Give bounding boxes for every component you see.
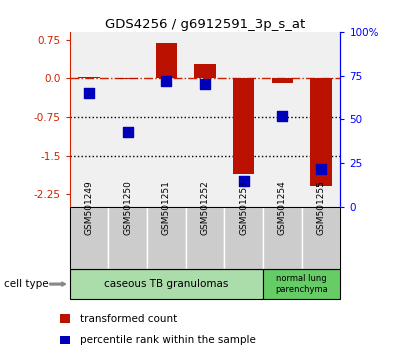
Bar (194, 64, 216, 78)
Bar (272, 78, 293, 84)
Bar (310, 78, 332, 187)
Text: GSM501255: GSM501255 (316, 179, 326, 234)
Bar (233, 78, 254, 173)
Point (279, 113, 285, 119)
Text: caseous TB granulomas: caseous TB granulomas (104, 279, 228, 289)
Text: GSM501251: GSM501251 (162, 179, 171, 234)
Point (202, 82, 208, 87)
Text: cell type: cell type (4, 279, 49, 289)
Bar (78, 77, 100, 78)
Text: GSM501252: GSM501252 (201, 180, 209, 234)
Text: percentile rank within the sample: percentile rank within the sample (80, 335, 256, 345)
Title: GDS4256 / g6912591_3p_s_at: GDS4256 / g6912591_3p_s_at (105, 18, 305, 31)
Point (318, 166, 324, 171)
Text: GSM501254: GSM501254 (278, 180, 287, 234)
Bar (156, 43, 177, 78)
Bar (117, 78, 138, 79)
Text: GSM501253: GSM501253 (239, 179, 248, 234)
Text: GSM501249: GSM501249 (84, 180, 94, 234)
Point (86, 90, 92, 96)
Point (240, 178, 247, 184)
Point (163, 78, 170, 84)
Point (125, 129, 131, 135)
Text: GSM501250: GSM501250 (123, 179, 132, 234)
Text: transformed count: transformed count (80, 314, 177, 324)
Text: normal lung
parenchyma: normal lung parenchyma (275, 274, 328, 294)
